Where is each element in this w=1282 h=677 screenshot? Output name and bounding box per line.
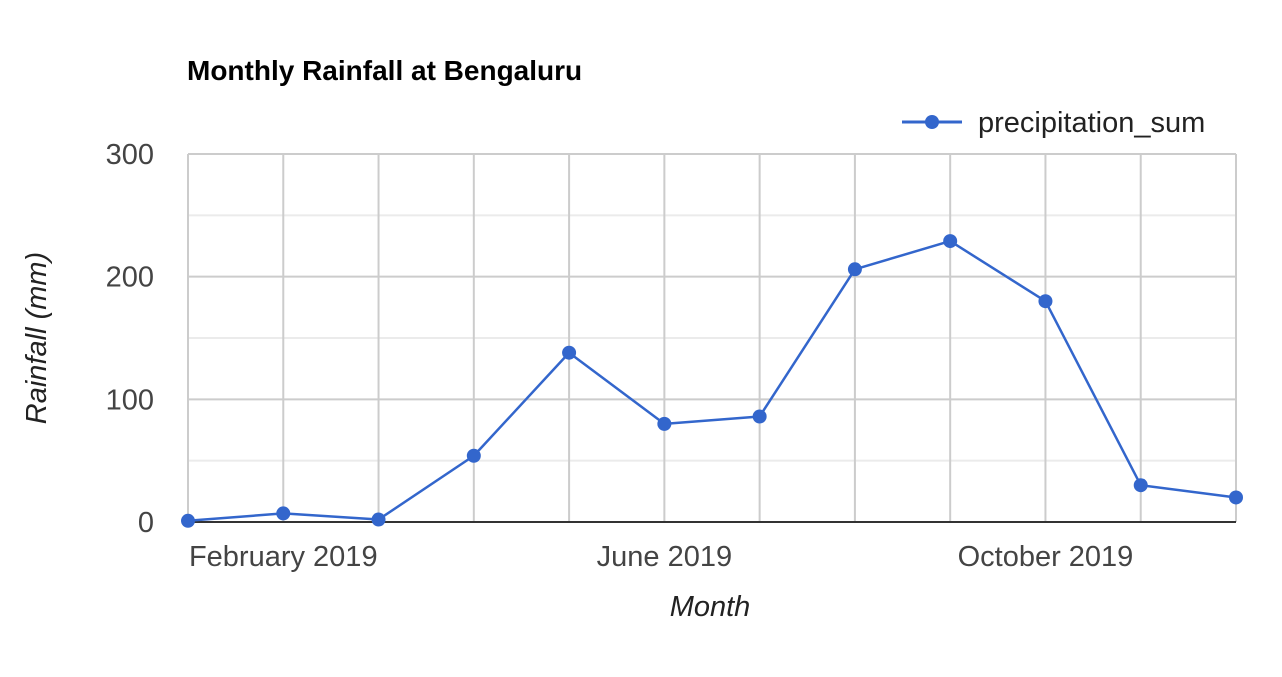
data-point <box>276 506 291 521</box>
data-point <box>1038 294 1053 309</box>
series-precipitation-sum <box>181 234 1243 528</box>
legend: precipitation_sum <box>902 107 1205 139</box>
gridlines <box>187 153 1237 522</box>
y-tick-label: 300 <box>106 139 154 171</box>
x-axis-title: Month <box>670 591 751 623</box>
series-line <box>187 239 1237 523</box>
legend-label: precipitation_sum <box>978 107 1205 139</box>
y-tick-label: 200 <box>106 262 154 294</box>
data-point <box>181 513 195 528</box>
legend-point-marker <box>925 115 939 129</box>
x-tick-label: October 2019 <box>958 541 1134 573</box>
x-tick-label: February 2019 <box>189 541 378 573</box>
data-point <box>943 234 958 249</box>
data-point <box>371 512 386 527</box>
data-point <box>466 448 481 463</box>
data-point <box>657 416 672 431</box>
y-axis-title: Rainfall (mm) <box>21 252 53 424</box>
x-tick-label: June 2019 <box>597 541 732 573</box>
y-tick-label: 100 <box>106 384 154 416</box>
data-point <box>847 262 862 277</box>
chart-title: Monthly Rainfall at Bengaluru <box>187 55 582 86</box>
data-point <box>1133 478 1148 493</box>
data-point <box>562 345 577 360</box>
x-axis-ticks: February 2019 June 2019 October 2019 <box>189 541 1133 573</box>
y-axis-ticks: 0 100 200 300 <box>106 139 154 539</box>
y-tick-label: 0 <box>138 507 154 539</box>
data-point <box>1229 490 1243 505</box>
data-point <box>752 409 767 424</box>
